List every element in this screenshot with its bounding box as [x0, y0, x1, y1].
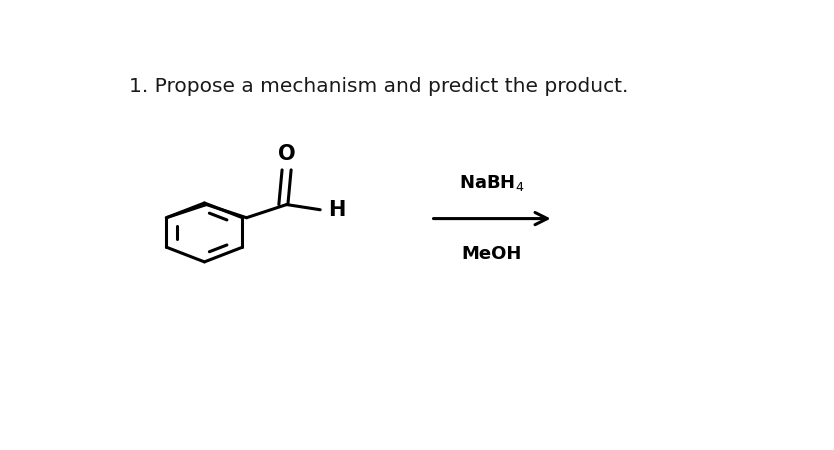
- Text: NaBH$_4$: NaBH$_4$: [460, 173, 525, 193]
- Text: 1. Propose a mechanism and predict the product.: 1. Propose a mechanism and predict the p…: [128, 76, 628, 95]
- Text: MeOH: MeOH: [462, 245, 522, 262]
- Text: H: H: [329, 200, 346, 220]
- Text: O: O: [278, 144, 295, 164]
